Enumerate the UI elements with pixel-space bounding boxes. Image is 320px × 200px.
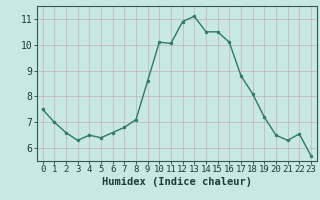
X-axis label: Humidex (Indice chaleur): Humidex (Indice chaleur) (102, 177, 252, 187)
